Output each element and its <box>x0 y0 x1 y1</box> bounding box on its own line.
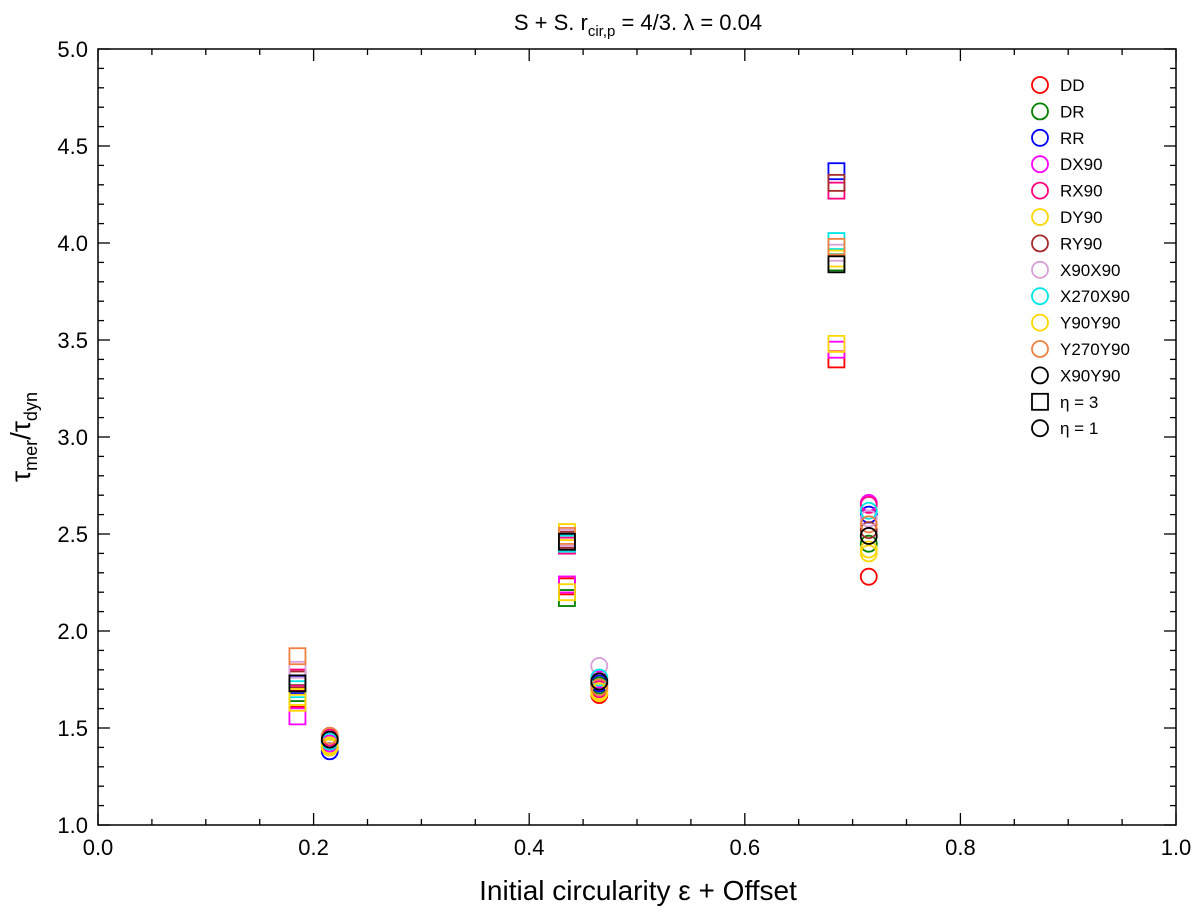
legend-marker-dr <box>1031 102 1049 121</box>
tick-labels: 0.0 0.2 0.4 0.6 0.8 1.0 1.0 1.5 2.0 2.5 3.0 3.5 4.0 4… <box>57 37 1191 860</box>
point-square-y90y90 <box>827 249 846 268</box>
x-axis-label: Initial circularity ε + Offset <box>479 875 797 906</box>
legend-label-x90x90: X90X90 <box>1060 261 1121 280</box>
legend-marker-eta1 <box>1031 419 1049 438</box>
legend-label-ry90: RY90 <box>1060 234 1102 253</box>
point-square-x270x90 <box>827 232 846 250</box>
chart-title: S + S. rcir,p = 4/3. λ = 0.04 <box>514 10 762 40</box>
y-tick-label: 2.5 <box>57 522 88 547</box>
point-circle-y90y90 <box>859 540 878 559</box>
legend-label-dx90: DX90 <box>1060 155 1103 174</box>
point-square-x90x90 <box>827 243 846 262</box>
y-tick-label: 5.0 <box>57 37 88 62</box>
x-tick-label: 0.2 <box>298 835 329 860</box>
legend-label-y270y90: Y270Y90 <box>1060 340 1130 359</box>
legend-marker-x90y90 <box>1031 366 1049 385</box>
legend-label-x90y90: X90Y90 <box>1060 366 1121 385</box>
y-tick-label: 3.5 <box>57 328 88 353</box>
legend-label-square: η = 3 <box>1060 393 1098 412</box>
point-circle-rx90 <box>859 495 878 514</box>
point-square-x90x90 <box>288 660 307 679</box>
legend-label-rr: RR <box>1060 129 1085 148</box>
legend-marker-dd <box>1031 76 1049 94</box>
y-tick-label: 1.5 <box>57 716 88 741</box>
x-tick-label: 0.6 <box>730 835 761 860</box>
point-circle-ry90 <box>859 521 878 540</box>
x-tick-label: 0.4 <box>514 835 545 860</box>
point-circle-y90y90 <box>320 738 339 757</box>
point-square-y270y90 <box>288 647 307 666</box>
plot-frame <box>97 48 1177 826</box>
legend-marker-rr <box>1031 128 1049 147</box>
y-tick-label: 3.0 <box>57 425 88 450</box>
legend-label-dd: DD <box>1060 76 1085 95</box>
legend-marker-dy90 <box>1031 208 1049 226</box>
point-square-dy90 <box>558 583 576 602</box>
x-tick-label: 0.0 <box>83 835 114 860</box>
point-square-x90y90 <box>827 255 846 274</box>
legend-label-rx90: RX90 <box>1060 182 1103 201</box>
x-tick-label: 0.8 <box>945 835 976 860</box>
point-square-y90y90 <box>288 688 307 706</box>
y-tick-label: 4.5 <box>57 134 88 159</box>
legend-marker-eta3 <box>1031 392 1049 411</box>
point-circle-x90y90 <box>859 527 878 545</box>
legend-marker-x270x90 <box>1031 287 1049 306</box>
point-circle-dr <box>859 534 878 553</box>
legend-marker-y270y90 <box>1031 340 1049 358</box>
legend-marker-rx90 <box>1031 181 1049 200</box>
legend-label-x270x90: X270X90 <box>1060 287 1130 306</box>
point-circle-x90y90 <box>320 730 339 749</box>
legend: DD DR RR DX90 RX90 DY90 RY90 X90X90 X270X90 Y90Y9… <box>1031 76 1130 438</box>
point-circle-y270y90 <box>859 515 878 534</box>
y-tick-label: 4.0 <box>57 231 88 256</box>
x-tick-label: 1.0 <box>1161 835 1192 860</box>
y-tick-label: 2.0 <box>57 619 88 644</box>
point-square-dd <box>827 350 846 369</box>
point-circle-dy90 <box>859 544 878 563</box>
point-circle-x90x90 <box>859 509 878 528</box>
y-tick-label: 1.0 <box>57 813 88 838</box>
legend-marker-x90x90 <box>1031 260 1049 279</box>
point-square-dx90 <box>288 707 307 726</box>
point-square-x90y90 <box>288 674 307 693</box>
point-square-y270y90 <box>827 237 846 256</box>
point-square-rr <box>827 162 846 181</box>
point-square-x90y90 <box>558 532 576 551</box>
legend-marker-y90y90 <box>1031 313 1049 332</box>
point-circle-y270y90 <box>590 678 609 697</box>
legend-label-y90y90: Y90Y90 <box>1060 314 1121 333</box>
point-square-dy90 <box>827 334 846 353</box>
point-circle-x270x90 <box>859 501 878 520</box>
point-circle-x90y90 <box>590 672 609 691</box>
point-circle-dd <box>859 567 878 586</box>
legend-label-dr: DR <box>1060 102 1085 121</box>
point-square-dx90 <box>827 340 846 359</box>
legend-marker-dx90 <box>1031 155 1049 174</box>
legend-label-dy90: DY90 <box>1060 208 1103 227</box>
point-square-ry90 <box>827 173 846 192</box>
y-axis-label: τmer/τdyn <box>5 392 41 482</box>
legend-marker-ry90 <box>1031 234 1049 253</box>
data-points <box>288 162 878 761</box>
axis-ticks <box>97 48 1177 826</box>
legend-label-circle: η = 1 <box>1060 419 1098 438</box>
